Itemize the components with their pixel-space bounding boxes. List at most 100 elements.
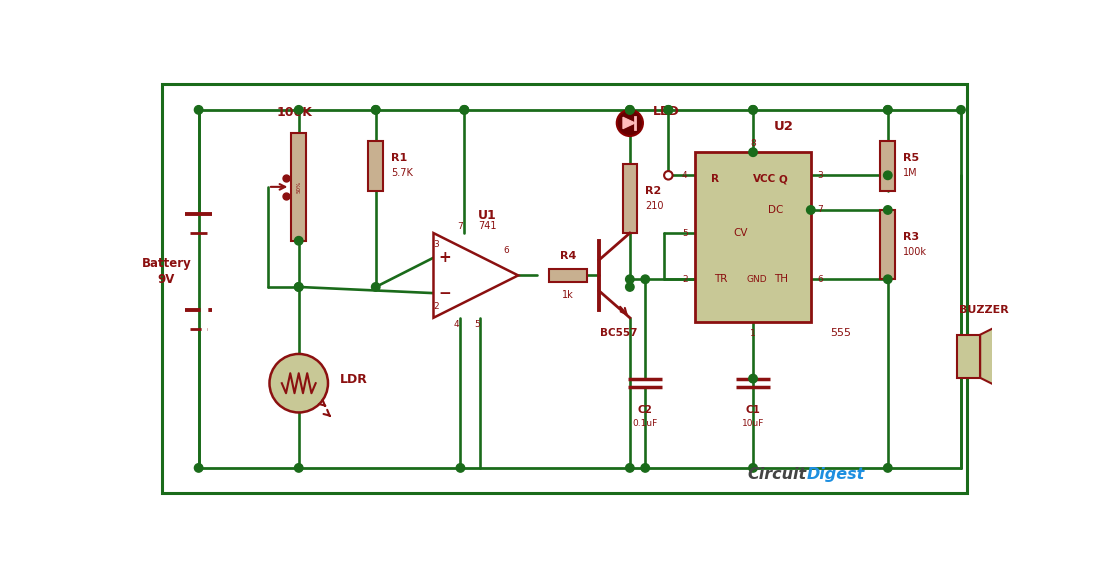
Circle shape [295,106,303,114]
Circle shape [641,464,650,472]
Circle shape [371,106,380,114]
Text: 1M: 1M [903,168,918,179]
Circle shape [194,464,203,472]
Circle shape [884,206,892,214]
Circle shape [664,106,673,114]
Bar [291,133,306,241]
Text: 555: 555 [830,328,851,338]
Text: U1: U1 [478,208,497,221]
Circle shape [749,106,757,114]
Circle shape [625,106,634,114]
Text: R2: R2 [645,185,662,196]
Text: CV: CV [734,228,748,238]
Circle shape [456,464,465,472]
Polygon shape [623,117,635,129]
Text: 10uF: 10uF [741,419,765,428]
Text: Battery: Battery [141,257,191,270]
Circle shape [884,106,892,114]
Text: LDR: LDR [339,373,368,386]
Text: 6: 6 [817,275,823,284]
Text: GND: GND [747,275,767,284]
Text: 50%: 50% [297,181,302,193]
Bar [695,152,811,321]
Circle shape [295,464,303,472]
Circle shape [371,106,380,114]
Text: TH: TH [774,274,788,284]
Text: R3: R3 [903,232,919,242]
Text: +: + [439,250,452,265]
Circle shape [460,106,469,114]
Text: VCC: VCC [753,174,776,184]
Text: 8: 8 [750,139,756,149]
Circle shape [749,374,757,383]
Circle shape [884,171,892,180]
Text: DC: DC [768,205,783,215]
Circle shape [295,283,303,291]
Text: 2: 2 [433,302,439,311]
Circle shape [957,106,965,114]
Circle shape [664,171,673,180]
Text: Digest: Digest [807,467,865,482]
Circle shape [625,464,634,472]
Bar [549,269,588,282]
Text: 5: 5 [682,229,687,238]
Bar [881,210,895,279]
Text: R4: R4 [560,251,577,261]
Text: C2: C2 [638,405,653,415]
Text: C1: C1 [746,405,760,415]
Text: 1k: 1k [562,290,575,300]
Text: BUZZER: BUZZER [959,306,1009,315]
Bar [622,164,638,233]
Circle shape [625,275,634,283]
Circle shape [884,464,892,472]
Text: Q: Q [779,174,788,184]
Circle shape [749,464,757,472]
Text: 2: 2 [682,275,687,284]
Text: 0.1uF: 0.1uF [632,419,657,428]
Text: 9V: 9V [158,273,175,286]
Text: 100k: 100k [903,248,927,257]
Text: R1: R1 [391,153,408,163]
Circle shape [664,106,673,114]
Circle shape [194,106,203,114]
Text: −: − [439,286,452,300]
Bar [881,141,895,191]
Circle shape [884,275,892,283]
Circle shape [625,106,634,114]
Text: 3: 3 [433,240,439,249]
Text: U2: U2 [774,120,793,133]
Text: Circuit: Circuit [748,467,807,482]
Polygon shape [980,319,1011,393]
Circle shape [270,354,328,413]
Circle shape [749,106,757,114]
Text: 7: 7 [817,205,823,215]
Text: TR: TR [715,274,728,284]
Circle shape [625,283,634,291]
Circle shape [884,106,892,114]
Text: 1: 1 [750,329,756,339]
Circle shape [371,283,380,291]
Text: 100K: 100K [277,106,313,119]
Text: 741: 741 [478,221,496,231]
Text: 6: 6 [504,246,509,255]
Text: LED: LED [653,105,680,118]
Text: 4: 4 [454,320,460,329]
Text: BC557: BC557 [600,328,638,338]
Text: R5: R5 [903,153,919,163]
Bar [368,141,383,191]
Text: 5: 5 [474,320,481,329]
Text: R: R [711,174,718,184]
Circle shape [460,106,469,114]
Circle shape [807,206,815,214]
Circle shape [617,110,643,136]
Polygon shape [433,233,518,318]
Text: 7: 7 [457,222,463,231]
Text: 210: 210 [645,201,664,211]
Text: 4: 4 [682,171,687,180]
Circle shape [749,148,757,156]
Circle shape [641,275,650,283]
Circle shape [295,237,303,245]
Circle shape [295,283,303,291]
Bar [957,335,980,378]
Text: 5.7K: 5.7K [391,168,413,179]
